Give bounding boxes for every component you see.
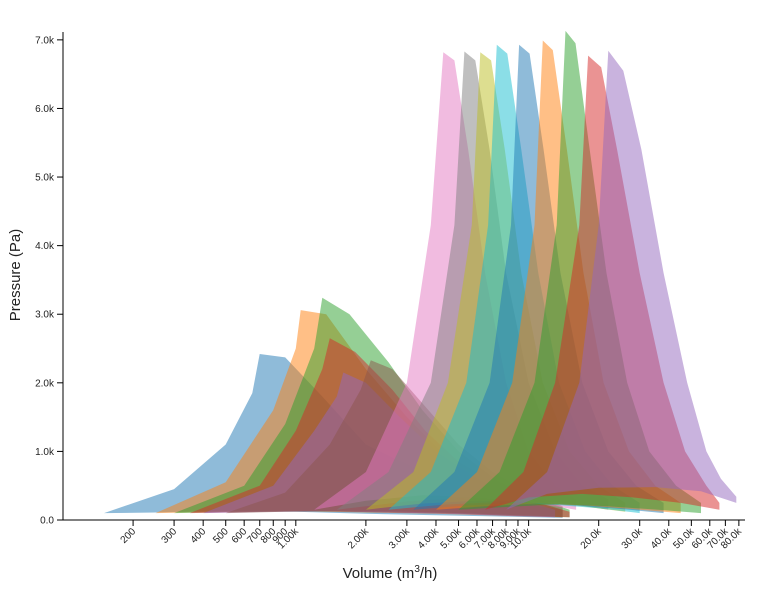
x-axis-title-superscript: 3 xyxy=(414,564,420,575)
y-tick-layer: 0.0 1.0k 2.0k 3.0k 4.0k 5.0k 6.0k 7.0k xyxy=(35,35,63,527)
series-area-7 xyxy=(314,52,577,510)
x-tick-label: 300 xyxy=(160,526,180,546)
y-tick-label: 1.0k xyxy=(35,447,55,458)
y-tick-label: 3.0k xyxy=(35,310,55,321)
y-tick-label: 4.0k xyxy=(35,241,55,252)
x-tick-label: 2.00k xyxy=(346,526,372,552)
x-tick-label: 200 xyxy=(119,526,139,546)
series-layer xyxy=(104,30,737,518)
x-tick-label: 40.0k xyxy=(649,526,675,552)
y-tick-label: 7.0k xyxy=(35,35,55,46)
x-axis-title: Volume (m3/h) xyxy=(343,564,438,582)
x-tick-label: 400 xyxy=(189,526,209,546)
x-tick-label: 3.00k xyxy=(387,526,413,552)
axes-layer xyxy=(62,32,745,521)
x-tick-label: 500 xyxy=(211,526,231,546)
y-tick-label: 2.0k xyxy=(35,378,55,389)
y-tick-label: 5.0k xyxy=(35,173,55,184)
x-tick-label: 30.0k xyxy=(620,526,646,552)
series-area-15 xyxy=(506,50,737,510)
x-tick-label: 4.00k xyxy=(416,526,442,552)
y-tick-label: 0.0 xyxy=(40,516,54,527)
y-axis-title: Pressure (Pa) xyxy=(7,229,24,322)
y-tick-label: 6.0k xyxy=(35,104,55,115)
x-tick-label: 20.0k xyxy=(579,526,605,552)
